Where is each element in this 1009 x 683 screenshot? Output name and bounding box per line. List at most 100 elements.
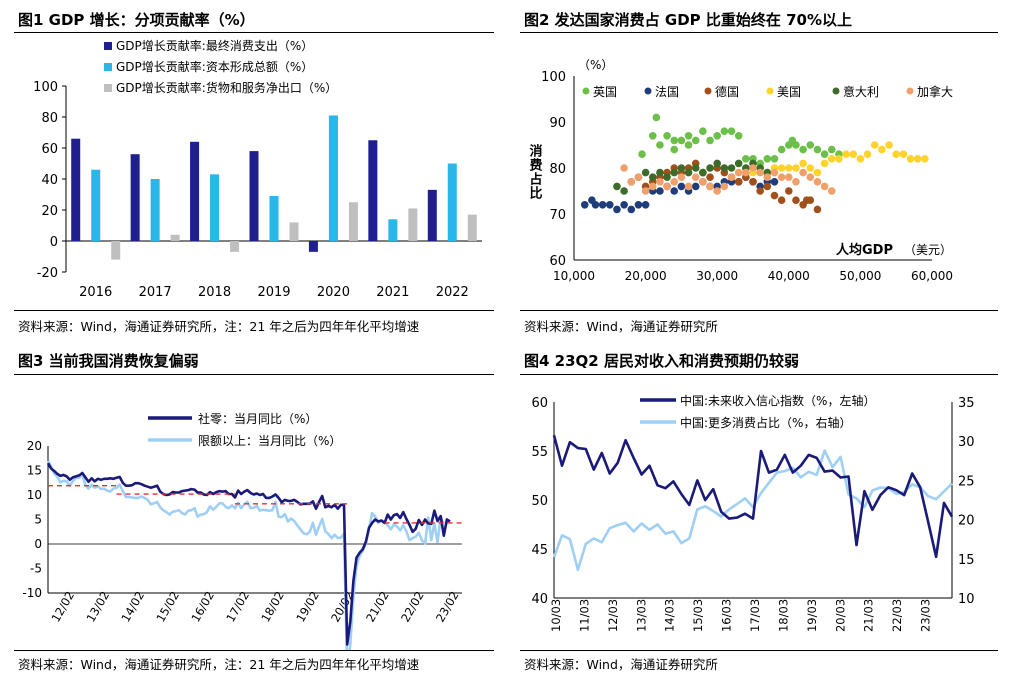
bar — [308, 241, 318, 252]
y-tick-label-left: 45 — [531, 543, 548, 558]
x-tick-label: 18/03 — [776, 599, 790, 632]
bar — [447, 163, 457, 241]
scatter-point — [591, 201, 600, 209]
scatter-point — [684, 182, 693, 191]
scatter-point — [899, 150, 908, 158]
legend-label: 限额以上：当月同比（%） — [198, 434, 341, 448]
y-tick-label: 60 — [549, 254, 566, 269]
scatter-point — [792, 141, 800, 149]
scatter-point — [813, 178, 822, 186]
x-tick-label: 12/03 — [606, 599, 620, 632]
x-tick-label: 23/03 — [919, 599, 933, 632]
y-tick-label: 15 — [27, 464, 42, 478]
scatter-point — [720, 164, 729, 172]
x-tick-label: 2017 — [139, 285, 172, 300]
bar — [210, 174, 220, 241]
scatter-point — [648, 173, 657, 181]
scatter-point — [684, 141, 693, 149]
scatter-point — [777, 196, 786, 204]
scatter-point — [921, 155, 929, 163]
y-tick-label: 0 — [34, 537, 42, 551]
chart-svg: 60 70 80 90 100 10,000 20,000 30,000 40,000 50,00… — [527, 58, 954, 283]
scatter-point — [641, 201, 650, 209]
x-tick-label: 22/03 — [890, 599, 904, 632]
scatter-point — [827, 155, 836, 163]
scatter-point — [580, 201, 589, 209]
scatter-point — [663, 132, 671, 140]
source-note: 资料来源：Wind，海通证券研究所 — [524, 657, 718, 672]
x-tick-label: 19/03 — [805, 599, 819, 632]
scatter-point — [699, 178, 707, 186]
scatter-point — [606, 201, 614, 209]
y-tick-label: 60 — [41, 142, 58, 157]
scatter-point — [691, 164, 700, 172]
x-tick-label: 10/03 — [549, 599, 563, 632]
y-tick-label-left: 55 — [531, 445, 548, 460]
scatter-point — [670, 136, 679, 145]
legend-swatch — [104, 63, 112, 71]
title-divider — [520, 374, 998, 375]
x-tick-label: 16/02 — [188, 589, 217, 625]
legend-label: 中国:未来收入信心指数（%，左轴） — [680, 393, 875, 408]
x-tick-label: 13/02 — [83, 589, 112, 625]
scatter-point — [652, 113, 661, 122]
scatter-point — [684, 132, 693, 140]
x-tick-label: 14/03 — [663, 599, 677, 632]
scatter-point — [699, 168, 707, 177]
y-unit: （%） — [578, 58, 613, 72]
source-divider — [520, 650, 998, 651]
scatter-point — [663, 182, 671, 191]
scatter-point — [677, 136, 686, 145]
scatter-point — [727, 127, 736, 135]
legend-marker — [644, 87, 652, 95]
bar — [427, 189, 437, 241]
scatter-point — [641, 168, 650, 177]
scatter-point — [913, 155, 922, 163]
x-tick-label: 15/02 — [153, 589, 182, 625]
bar — [467, 214, 477, 241]
chart-title: 图2 发达国家消费占 GDP 比重始终在 70%以上 — [524, 11, 852, 29]
scatter-point — [641, 187, 650, 195]
chart-panel-gdp-contribution: 图1 GDP 增长：分项贡献率（%） -20 0 20 40 60 80 100 2016 20… — [14, 6, 494, 338]
scatter-point — [706, 164, 714, 172]
scatter-point — [727, 173, 736, 181]
y-tick-label: 40 — [41, 173, 58, 188]
scatter-point — [749, 178, 757, 186]
scatter-point — [638, 150, 646, 158]
x-tick-label: 23/02 — [433, 589, 462, 625]
scatter-point — [870, 141, 879, 149]
series-line — [46, 462, 451, 646]
x-tick-label: 2020 — [317, 285, 350, 300]
scatter-point — [713, 159, 721, 168]
legend-label: 中国:更多消费占比（%，右轴） — [680, 415, 851, 430]
scatter-point — [742, 168, 750, 177]
legend-label: 英国 — [593, 85, 617, 99]
scatter-point — [734, 168, 743, 177]
scatter-point — [763, 155, 772, 163]
scatter-point — [699, 127, 707, 135]
bar — [328, 115, 338, 241]
scatter-point — [785, 164, 793, 172]
scatter-point — [670, 187, 679, 195]
bar — [150, 179, 160, 241]
x-tick-label: 10,000 — [553, 269, 595, 283]
scatter-point — [720, 127, 729, 135]
x-axis-title: 人均GDP — [836, 242, 893, 258]
y-axis-title: 消费占比 — [527, 143, 543, 200]
scatter-point — [827, 145, 836, 154]
scatter-point — [648, 132, 657, 140]
scatter-point — [598, 201, 607, 209]
source-note: 资料来源：Wind，海通证券研究所，注：21 年之后为四年年化平均增速 — [18, 319, 420, 334]
y-tick-label-right: 20 — [958, 514, 975, 529]
y-tick-label: -10 — [22, 586, 42, 600]
y-tick-label: 10 — [27, 488, 42, 502]
scatter-point — [770, 178, 779, 186]
source-divider — [14, 310, 494, 311]
bar — [269, 196, 279, 241]
scatter-point — [849, 150, 858, 158]
scatter-point — [756, 187, 764, 195]
scatter-point — [799, 159, 807, 168]
title-divider — [520, 32, 998, 33]
x-tick-label: 40,000 — [768, 269, 810, 283]
title-divider — [14, 32, 494, 33]
